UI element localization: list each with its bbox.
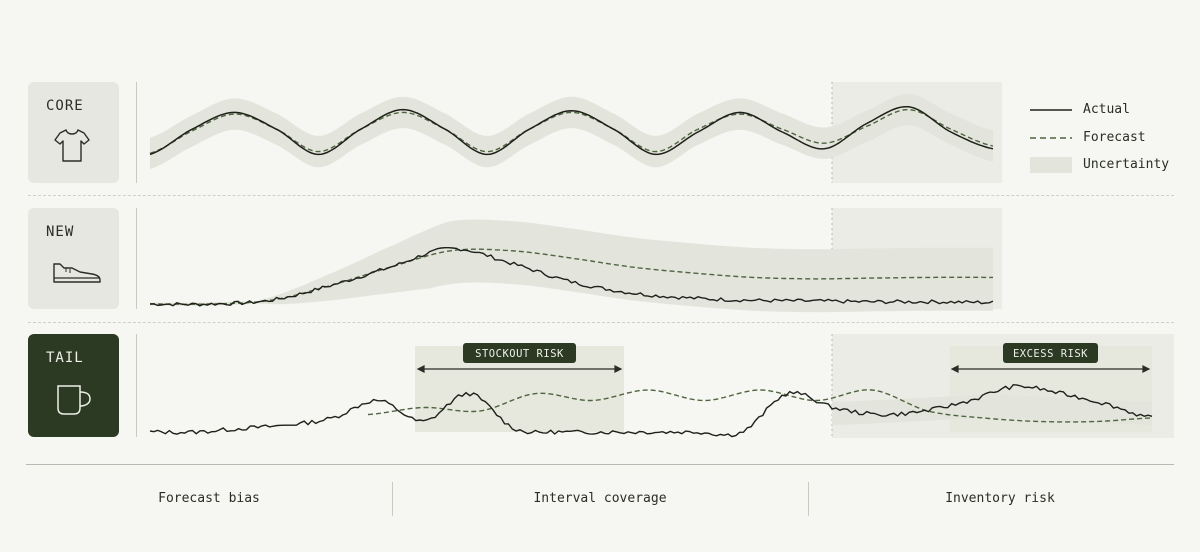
- legend-item-uncertainty: Uncertainty: [1030, 155, 1190, 175]
- sneaker-icon: [53, 263, 101, 283]
- excess-pill: [1003, 343, 1098, 363]
- excess-label: EXCESS RISK: [1013, 348, 1088, 360]
- footer-divider: [392, 482, 393, 516]
- uncertainty-band-core: [150, 93, 993, 169]
- row-tag-tail: TAIL: [28, 334, 119, 437]
- uncertainty-band-tail: [832, 394, 1152, 425]
- row-separator: [28, 195, 1174, 196]
- footer-inventory-risk: Inventory risk: [945, 490, 1055, 506]
- legend-label-forecast: Forecast: [1083, 130, 1146, 145]
- excess-arrow: [950, 365, 1151, 373]
- new-chart: [149, 219, 994, 313]
- actual-line-new: [149, 247, 994, 307]
- footer-forecast-bias: Forecast bias: [158, 490, 260, 506]
- row-label-core: CORE: [46, 98, 84, 114]
- footer-divider: [808, 482, 809, 516]
- legend-swatch-uncertainty: [1030, 157, 1072, 173]
- t-shirt-icon: [54, 129, 90, 162]
- stockout-pill: [463, 343, 576, 363]
- footer-rule: [26, 464, 1174, 465]
- legend-item-actual: Actual: [1030, 100, 1190, 120]
- legend-swatch-forecast: [1030, 137, 1072, 139]
- row-label-tail: TAIL: [46, 350, 84, 366]
- row-divider-tail: [136, 334, 137, 437]
- row-tag-new: NEW: [28, 208, 119, 309]
- row-separator: [28, 322, 1174, 323]
- legend-item-forecast: Forecast: [1030, 128, 1190, 148]
- actual-line-core: [149, 105, 994, 156]
- row-label-new: NEW: [46, 224, 75, 240]
- legend-swatch-actual: [1030, 109, 1072, 111]
- forecast-line-tail: [367, 389, 1153, 423]
- row-divider-new: [136, 208, 137, 309]
- stockout-label: STOCKOUT RISK: [475, 348, 564, 360]
- legend-label-actual: Actual: [1083, 102, 1130, 117]
- uncertainty-band-new: [150, 219, 993, 313]
- tail-chart: [149, 383, 1153, 438]
- mug-icon: [57, 385, 91, 415]
- row-divider-core: [136, 82, 137, 183]
- legend-label-uncertainty: Uncertainty: [1083, 157, 1170, 172]
- footer-interval-coverage: Interval coverage: [533, 490, 667, 506]
- actual-line-tail: [149, 383, 1153, 438]
- row-tag-core: CORE: [28, 82, 119, 183]
- stockout-arrow: [416, 365, 623, 373]
- core-chart: [149, 93, 994, 169]
